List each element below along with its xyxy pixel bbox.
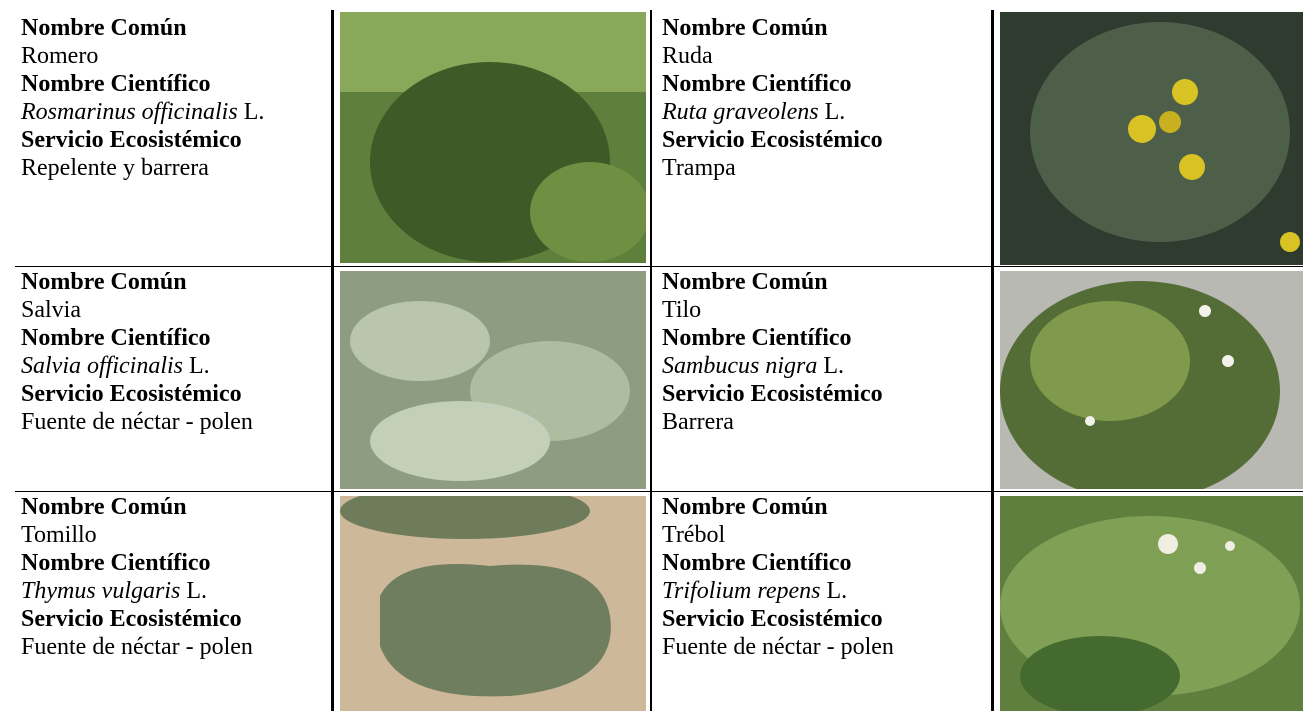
label: Nombre Común [662, 269, 828, 295]
label: Servicio Ecosistémico [662, 606, 883, 632]
scientific-name: Sambucus nigra [662, 353, 818, 379]
border [991, 10, 994, 711]
service: Fuente de néctar - polen [662, 634, 894, 660]
scientific-line: Ruta graveolens L. [662, 98, 991, 126]
label: Nombre Científico [662, 71, 852, 97]
common-name: Ruda [662, 43, 713, 69]
label: Nombre Común [662, 494, 828, 520]
plant-info: Nombre Común Trébol Nombre Científico Trifo… [656, 493, 991, 711]
plant-photo [1000, 12, 1303, 265]
border [15, 266, 1303, 267]
label: Nombre Común [662, 15, 828, 41]
authority: L. [186, 578, 208, 604]
label: Servicio Ecosistémico [662, 381, 883, 407]
scientific-name: Trifolium repens [662, 578, 821, 604]
plant-photo [340, 271, 646, 489]
plant-info: Nombre Común Romero Nombre Científico Rosma… [15, 14, 331, 266]
scientific-line: Trifolium repens L. [662, 577, 991, 605]
plant-info: Nombre Común Ruda Nombre Científico Ruta gr… [656, 14, 991, 266]
plant-photo [1000, 271, 1303, 489]
plant-photo [340, 12, 646, 263]
label: Nombre Científico [662, 550, 852, 576]
label: Nombre Científico [662, 325, 852, 351]
service: Repelente y barrera [21, 155, 209, 181]
label: Nombre Científico [21, 71, 211, 97]
label: Nombre Común [21, 494, 187, 520]
label: Servicio Ecosistémico [21, 606, 242, 632]
authority: L. [243, 99, 265, 125]
plant-info: Nombre Común Salvia Nombre Científico Salvi… [15, 268, 331, 491]
common-name: Tilo [662, 297, 702, 323]
label: Nombre Común [21, 269, 187, 295]
common-name: Romero [21, 43, 99, 69]
scientific-line: Salvia officinalis L. [21, 352, 331, 380]
scientific-line: Rosmarinus officinalis L. [21, 98, 331, 126]
service: Trampa [662, 155, 736, 181]
service: Fuente de néctar - polen [21, 409, 253, 435]
common-name: Trébol [662, 522, 726, 548]
label: Servicio Ecosistémico [21, 381, 242, 407]
authority: L. [826, 578, 848, 604]
border [331, 10, 334, 711]
plant-info: Nombre Común Tilo Nombre Científico Sambucu… [656, 268, 991, 491]
plant-photo [1000, 496, 1303, 711]
label: Nombre Científico [21, 325, 211, 351]
authority: L. [189, 353, 210, 379]
border [15, 491, 1303, 492]
label: Nombre Común [21, 15, 187, 41]
scientific-line: Sambucus nigra L. [662, 352, 991, 380]
scientific-name: Thymus vulgaris [21, 578, 181, 604]
service: Fuente de néctar - polen [21, 634, 253, 660]
border [650, 10, 652, 711]
plant-photo [340, 496, 646, 711]
service: Barrera [662, 409, 734, 435]
scientific-name: Salvia officinalis [21, 353, 183, 379]
label: Nombre Científico [21, 550, 211, 576]
scientific-name: Ruta graveolens [662, 99, 819, 125]
scientific-line: Thymus vulgaris L. [21, 577, 331, 605]
label: Servicio Ecosistémico [662, 127, 883, 153]
authority: L. [824, 99, 846, 125]
plant-info: Nombre Común Tomillo Nombre Científico Thym… [15, 493, 331, 711]
label: Servicio Ecosistémico [21, 127, 242, 153]
common-name: Salvia [21, 297, 81, 323]
scientific-name: Rosmarinus officinalis [21, 99, 238, 125]
authority: L. [823, 353, 845, 379]
common-name: Tomillo [21, 522, 97, 548]
